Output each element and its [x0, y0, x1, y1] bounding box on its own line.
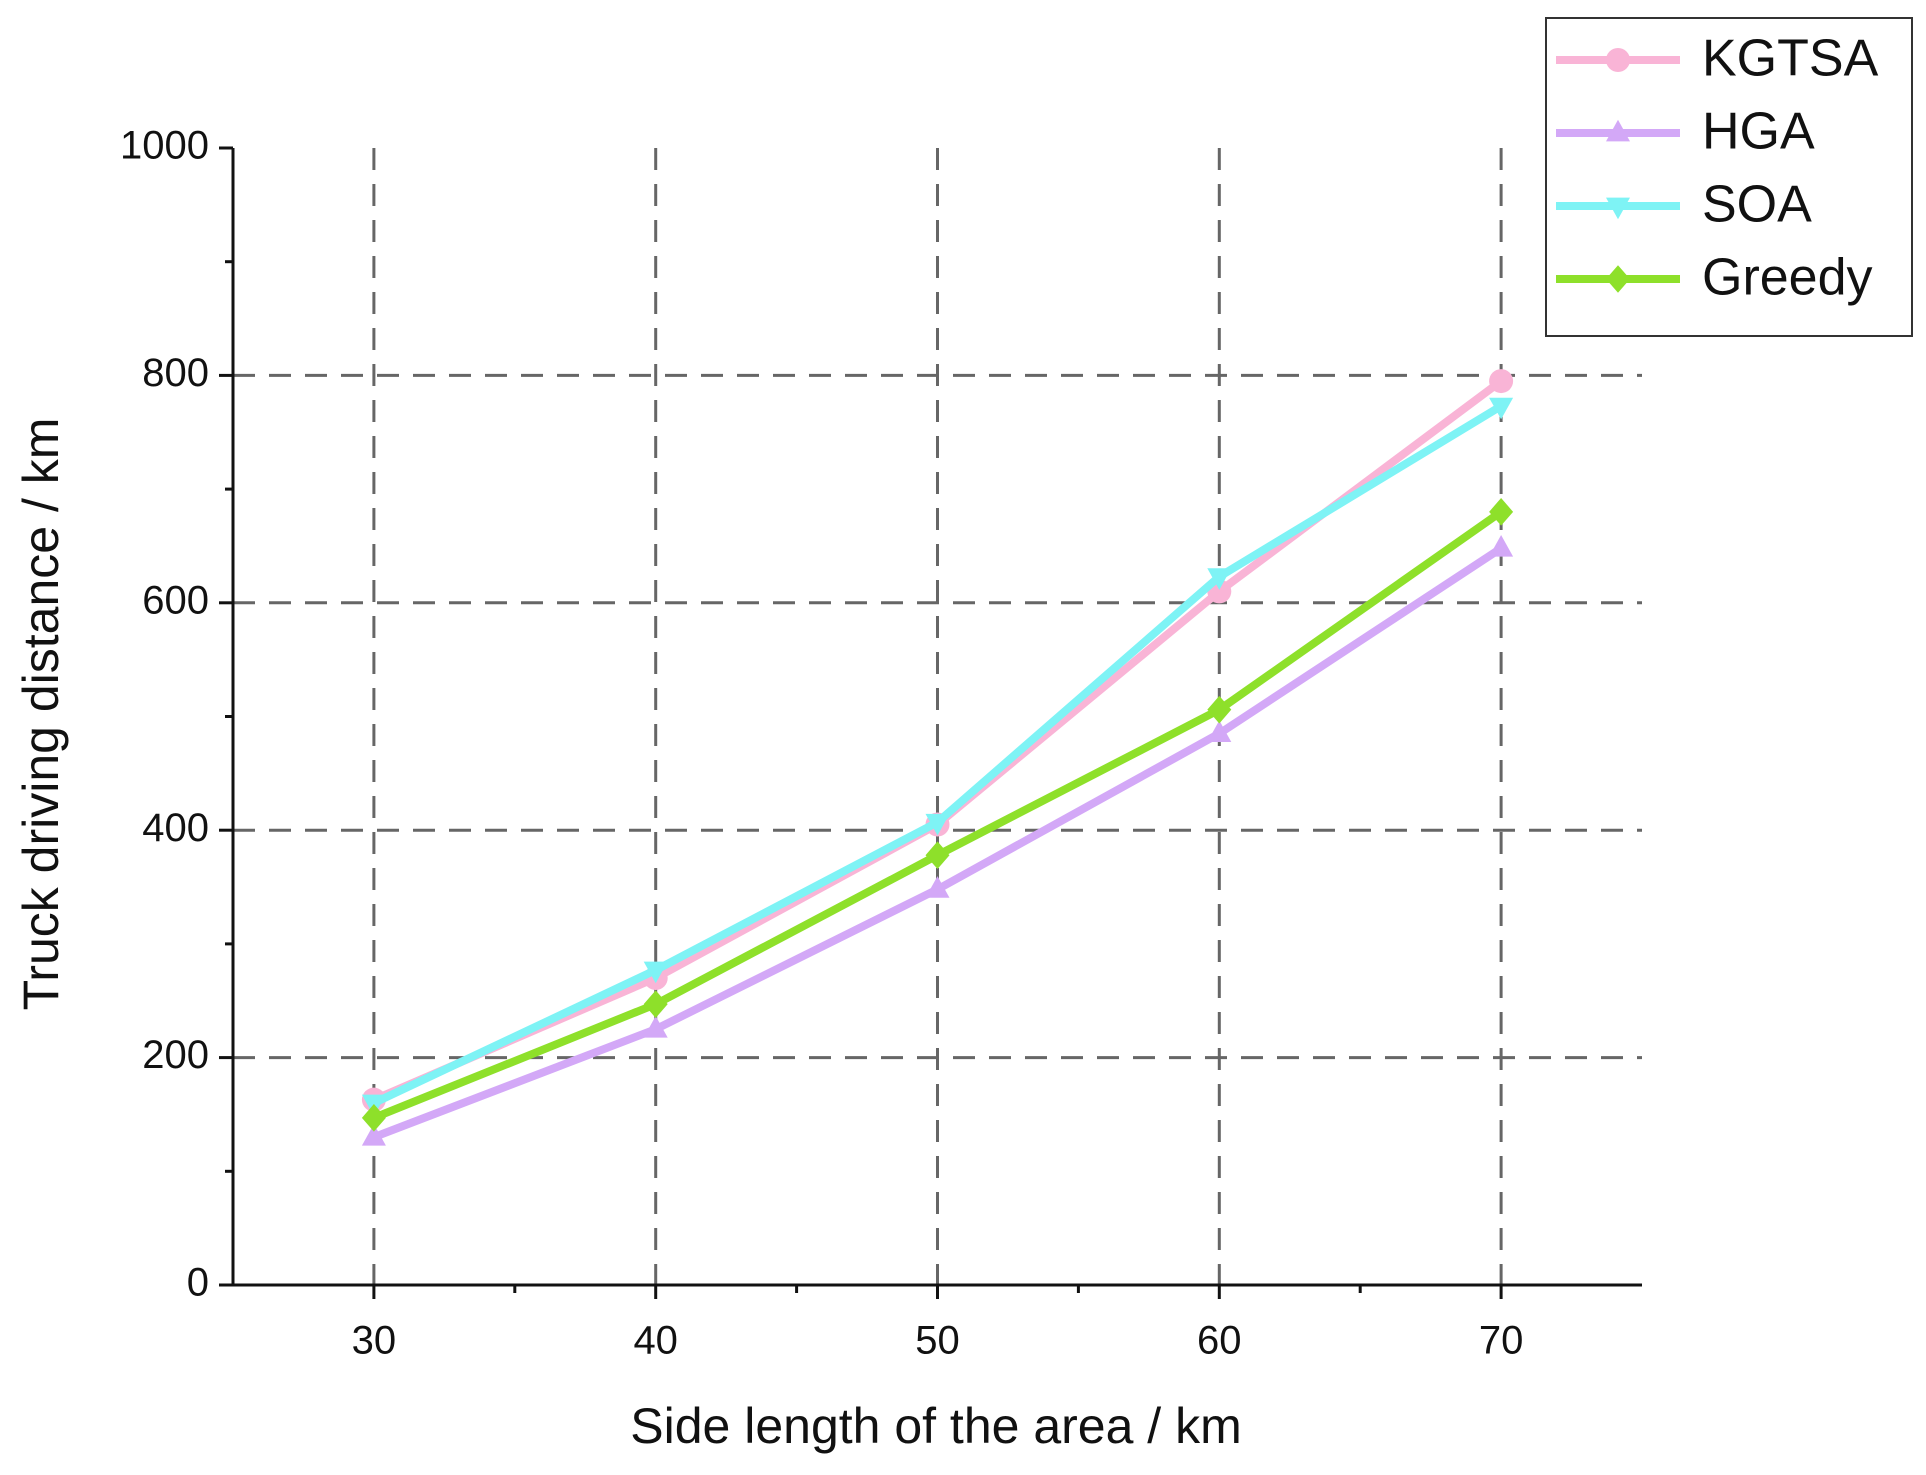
x-tick-label: 60 [1197, 1319, 1242, 1363]
marker [1489, 397, 1514, 420]
y-tick-label: 600 [142, 578, 209, 622]
marker [361, 1123, 386, 1146]
x-tick-label: 30 [352, 1319, 397, 1363]
legend-marker [1606, 119, 1630, 142]
legend-label: KGTSA [1702, 30, 1879, 88]
marker [1489, 498, 1514, 526]
marker [1207, 568, 1232, 590]
marker [925, 876, 950, 898]
x-tick-label: 70 [1479, 1319, 1524, 1363]
marker [643, 990, 668, 1018]
legend-marker [1606, 265, 1630, 293]
legend-label: Greedy [1702, 249, 1873, 307]
marker [1489, 535, 1514, 557]
y-tick-label: 200 [142, 1033, 209, 1077]
y-tick-label: 1000 [120, 124, 209, 168]
legend-marker [1606, 48, 1630, 72]
x-axis-label: Side length of the area / km [630, 1398, 1241, 1454]
legend-label: HGA [1702, 103, 1815, 161]
marker [643, 961, 668, 984]
y-tick-label: 800 [142, 351, 209, 395]
x-tick-label: 40 [633, 1319, 678, 1363]
x-tick-label: 50 [915, 1319, 960, 1363]
legend-marker [1606, 197, 1630, 220]
marker [1207, 695, 1232, 724]
marker [1207, 720, 1232, 742]
marker [1489, 369, 1514, 394]
y-tick-label: 400 [142, 806, 209, 850]
marker [925, 841, 950, 870]
marker [925, 813, 950, 836]
marker [643, 1015, 668, 1038]
y-axis-label: Truck driving distance / km [13, 418, 69, 1011]
marker [361, 1104, 386, 1132]
y-tick-label: 0 [187, 1261, 209, 1305]
legend-label: SOA [1702, 176, 1812, 234]
